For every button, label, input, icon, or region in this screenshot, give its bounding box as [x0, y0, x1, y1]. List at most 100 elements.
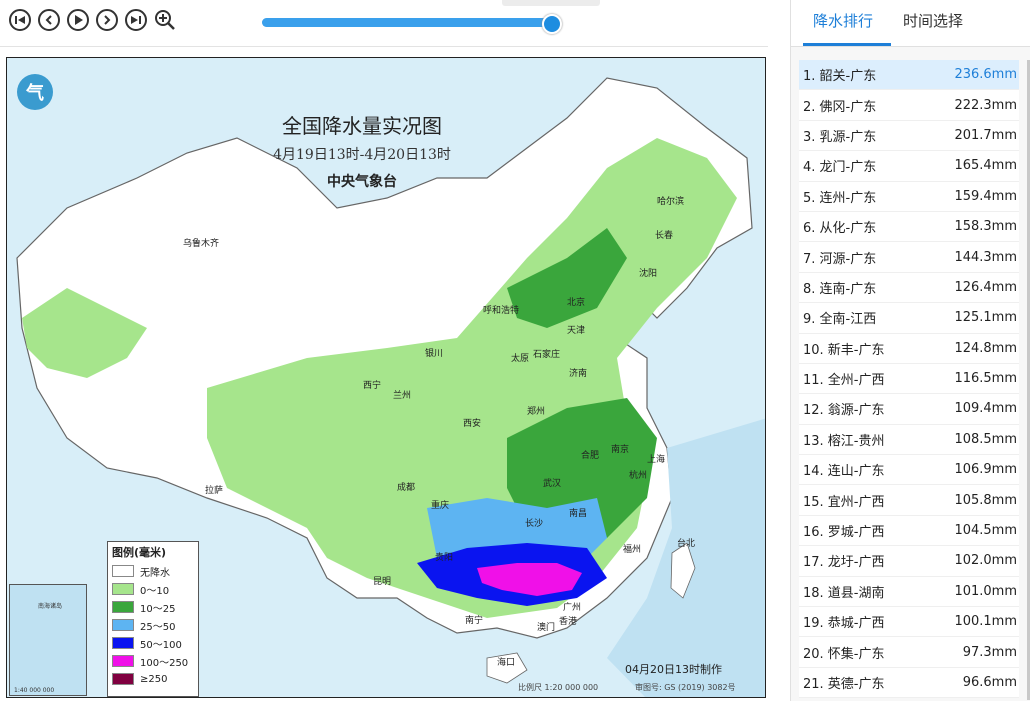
city-label: 拉萨 — [205, 486, 224, 496]
station-name: 5. 连州-广东 — [803, 190, 877, 206]
timeline-slider[interactable] — [262, 14, 562, 34]
legend-item: 100～250 — [112, 652, 194, 670]
legend-swatch — [112, 655, 134, 667]
legend-swatch — [112, 673, 134, 685]
skip-first-icon — [15, 16, 25, 24]
city-label: 贵阳 — [435, 553, 454, 563]
city-label: 香港 — [559, 617, 578, 627]
ranking-row[interactable]: 4. 龙门-广东 165.4mm — [799, 151, 1019, 182]
city-label: 天津 — [567, 326, 586, 336]
station-name: 21. 英德-广东 — [803, 677, 885, 692]
inset-scale: 1:40 000 000 — [14, 687, 55, 694]
ranking-row[interactable]: 2. 佛冈-广东 222.3mm — [799, 90, 1019, 121]
precipitation-value: 125.1mm — [954, 310, 1017, 326]
ranking-row[interactable]: 12. 翁源-广东 109.4mm — [799, 394, 1019, 425]
zoom-in-icon — [155, 10, 175, 30]
city-label: 西安 — [463, 419, 482, 429]
legend-title: 图例(毫米) — [112, 546, 167, 559]
map-approval-code: 审图号: GS (2019) 3082号 — [635, 683, 736, 692]
precipitation-value: 165.4mm — [954, 158, 1017, 174]
precipitation-value: 105.8mm — [954, 492, 1017, 508]
precipitation-map: 气 全国降水量实况图 4月19日13时-4月20日13时 中央气象台 乌鲁木齐 哈… — [6, 57, 766, 698]
city-label: 长春 — [655, 231, 674, 241]
city-label: 成都 — [397, 483, 416, 493]
ranking-row[interactable]: 9. 全南-江西 125.1mm — [799, 303, 1019, 334]
station-name: 12. 翁源-广东 — [803, 403, 885, 419]
ranking-row[interactable]: 3. 乳源-广东 201.7mm — [799, 120, 1019, 152]
precipitation-value: 126.4mm — [954, 279, 1017, 295]
ranking-row[interactable]: 20. 怀集-广东 97.3mm — [799, 637, 1019, 668]
legend-item: 25～50 — [112, 616, 194, 634]
ranking-row[interactable]: 6. 从化-广东 158.3mm — [799, 211, 1019, 243]
station-name: 17. 龙圩-广西 — [803, 555, 885, 571]
station-name: 13. 榕江-贵州 — [803, 433, 885, 449]
play-icon — [75, 15, 83, 25]
city-label: 台北 — [677, 539, 696, 549]
chevron-right-icon — [104, 15, 111, 25]
ranking-row[interactable]: 5. 连州-广东 159.4mm — [799, 181, 1019, 212]
precipitation-value: 102.0mm — [954, 553, 1017, 569]
play-button[interactable] — [67, 9, 89, 31]
ranking-row[interactable]: 13. 榕江-贵州 108.5mm — [799, 424, 1019, 456]
ranking-row[interactable]: 1. 韶关-广东 236.6mm — [799, 60, 1019, 91]
slider-tooltip — [502, 0, 600, 6]
south-china-sea-inset: 南海诸岛 1:40 000 000 — [9, 584, 87, 696]
city-label: 重庆 — [431, 501, 450, 511]
station-name: 7. 河源-广东 — [803, 251, 877, 267]
city-label: 郑州 — [527, 407, 546, 417]
cma-logo: 气 — [17, 74, 53, 110]
zoom-in-button[interactable] — [154, 9, 176, 31]
precipitation-value: 97.3mm — [962, 644, 1017, 660]
next-frame-button[interactable] — [96, 9, 118, 31]
city-label: 澳门 — [537, 623, 556, 633]
ranking-row[interactable]: 21. 英德-广东 96.6mm — [799, 667, 1019, 699]
previous-frame-button[interactable] — [38, 9, 60, 31]
last-frame-button[interactable] — [125, 9, 147, 31]
map-subtitle: 4月19日13时-4月20日13时 — [273, 147, 451, 163]
ranking-row[interactable]: 16. 罗城-广西 104.5mm — [799, 515, 1019, 547]
ranking-row[interactable]: 10. 新丰-广东 124.8mm — [799, 333, 1019, 364]
city-label: 昆明 — [373, 577, 392, 587]
station-name: 10. 新丰-广东 — [803, 342, 885, 358]
legend-label: 25～50 — [140, 621, 176, 633]
precipitation-value: 158.3mm — [954, 219, 1017, 235]
city-label: 南宁 — [465, 616, 484, 626]
city-label: 武汉 — [543, 479, 562, 489]
legend-label: 0～10 — [140, 585, 170, 597]
station-name: 8. 连南-广东 — [803, 281, 877, 297]
legend-item: 无降水 — [112, 562, 194, 580]
legend-label: 10～25 — [140, 603, 176, 615]
slider-thumb[interactable] — [542, 14, 562, 34]
precipitation-value: 106.9mm — [954, 462, 1017, 478]
station-name: 16. 罗城-广西 — [803, 525, 885, 541]
city-label: 广州 — [563, 603, 582, 613]
city-label: 兰州 — [393, 391, 412, 401]
city-label: 太原 — [511, 354, 530, 364]
city-label: 南京 — [611, 445, 630, 455]
city-label: 福州 — [623, 545, 642, 555]
legend-label: 无降水 — [140, 567, 170, 579]
map-title: 全国降水量实况图 — [282, 114, 442, 138]
tab-precipitation-ranking[interactable]: 降水排行 — [813, 12, 874, 30]
city-label: 乌鲁木齐 — [183, 239, 220, 249]
city-label: 北京 — [567, 298, 586, 308]
ranking-row[interactable]: 8. 连南-广东 126.4mm — [799, 272, 1019, 304]
station-name: 4. 龙门-广东 — [803, 160, 877, 176]
ranking-panel: 降水排行 时间选择 1. 韶关-广东 236.6mm 2. 佛冈-广东 222.3mm… — [790, 0, 1030, 701]
city-label: 合肥 — [581, 451, 600, 461]
legend-item: 0～10 — [112, 580, 194, 598]
ranking-row[interactable]: 17. 龙圩-广西 102.0mm — [799, 546, 1019, 577]
ranking-row[interactable]: 19. 恭城-广西 100.1mm — [799, 607, 1019, 638]
station-name: 1. 韶关-广东 — [803, 69, 877, 85]
ranking-row[interactable]: 18. 道县-湖南 101.0mm — [799, 576, 1019, 608]
ranking-row[interactable]: 7. 河源-广东 144.3mm — [799, 242, 1019, 273]
tab-time-select[interactable]: 时间选择 — [903, 12, 964, 30]
precipitation-value: 116.5mm — [954, 371, 1017, 387]
precipitation-value: 104.5mm — [954, 523, 1017, 539]
first-frame-button[interactable] — [9, 9, 31, 31]
ranking-row[interactable]: 11. 全州-广西 116.5mm — [799, 363, 1019, 395]
ranking-row[interactable]: 14. 连山-广东 106.9mm — [799, 455, 1019, 486]
ranking-row[interactable]: 15. 宜州-广西 105.8mm — [799, 485, 1019, 516]
list-scrollbar[interactable] — [1027, 60, 1030, 700]
city-label: 长沙 — [525, 519, 544, 529]
